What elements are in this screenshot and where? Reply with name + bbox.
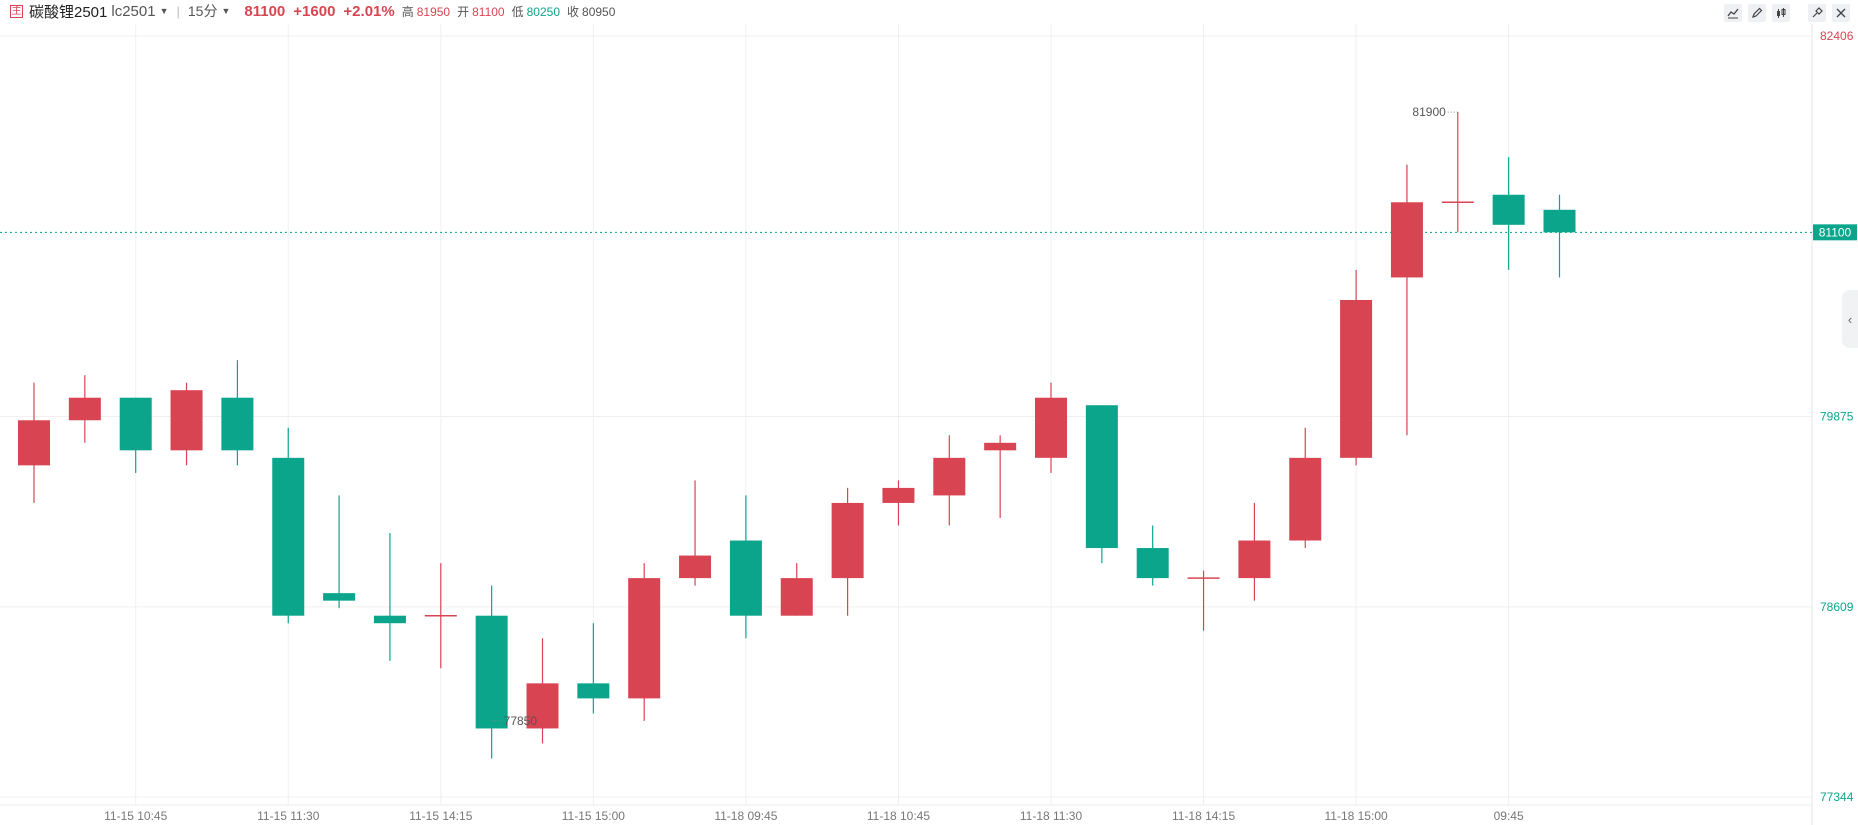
extreme-price-label: 77850 [504,714,538,728]
candle-body[interactable] [373,615,406,624]
candle-body[interactable] [272,457,305,616]
candle-body[interactable] [628,578,661,699]
low-field: 低 80250 [512,3,560,20]
collapse-panel-chevron-icon[interactable]: ‹ [1842,290,1858,348]
symbol-name[interactable]: 碳酸锂2501 [29,3,108,21]
time-axis-label: 11-18 10:45 [867,809,930,823]
close-value: 80950 [582,4,616,19]
candle-body[interactable] [1085,405,1118,549]
last-price-badge-label: 81100 [1819,225,1852,239]
main-chart-icon: 主 [10,4,23,18]
open-field: 开 81100 [457,3,505,20]
candle-body[interactable] [221,397,254,451]
close-icon[interactable] [1832,4,1850,22]
price-axis-label: 77344 [1820,790,1854,804]
low-label: 低 [511,4,524,19]
candle-body[interactable] [882,487,915,503]
header-divider: | [176,3,180,19]
candle-body[interactable] [577,683,610,699]
time-axis-label: 11-18 11:30 [1020,809,1083,823]
chart-toolbar [1724,4,1850,22]
open-value: 81100 [472,4,505,19]
pin-icon[interactable] [1808,4,1826,22]
candle-body[interactable] [170,390,203,451]
period-dropdown-icon[interactable]: ▼ [221,6,231,16]
candle-body[interactable] [68,397,101,421]
time-axis-label: 09:45 [1494,809,1524,823]
candle-body[interactable] [984,442,1017,451]
price-axis-label: 78609 [1820,600,1854,614]
last-price: 81100 [244,2,286,20]
time-axis-label: 11-15 11:30 [257,809,320,823]
candle-body[interactable] [1289,457,1322,541]
time-axis-label: 11-15 14:15 [409,809,472,823]
candle-body[interactable] [526,683,559,729]
open-label: 开 [457,4,470,19]
high-field: 高 81950 [402,3,450,20]
candle-body[interactable] [1136,548,1169,579]
close-field: 收 80950 [567,3,615,20]
time-axis-label: 11-15 10:45 [104,809,167,823]
price-axis-label: 82406 [1820,29,1854,43]
candle-body[interactable] [1035,397,1067,458]
price-change-percent: +2.01% [343,2,395,20]
candle-body[interactable] [323,593,356,601]
price-axis-label: 79875 [1820,410,1854,424]
candle-body[interactable] [831,502,864,579]
extreme-price-label: 81900 [1412,105,1446,119]
candle-body[interactable] [933,457,966,496]
candle-body[interactable] [1390,202,1423,278]
chart-header: 主 碳酸锂2501 lc2501 ▼ | 15分 ▼ 81100 +1600 +… [0,0,1858,22]
candles-icon[interactable] [1772,4,1790,22]
candle-body[interactable] [119,397,152,451]
last-price-badge [1813,224,1857,241]
candle-body[interactable] [1238,540,1271,579]
line-chart-icon[interactable] [1724,4,1742,22]
symbol-code[interactable]: lc2501 [111,2,156,20]
candle-body[interactable] [1543,209,1576,233]
candle-body[interactable] [1340,299,1373,458]
time-axis-label: 11-18 14:15 [1172,809,1235,823]
high-value: 81950 [416,4,451,19]
pen-icon[interactable] [1748,4,1766,22]
candle-body[interactable] [1492,194,1525,225]
time-axis-label: 11-18 09:45 [714,809,777,823]
price-change: +1600 [293,2,336,20]
time-axis-label: 11-15 15:00 [562,809,625,823]
high-label: 高 [401,4,414,19]
candle-body[interactable] [475,615,508,729]
low-value: 80250 [526,4,560,19]
candle-body[interactable] [18,420,50,466]
time-axis-label: 11-18 15:00 [1325,809,1388,823]
symbol-dropdown-icon[interactable]: ▼ [159,6,169,16]
candle-body[interactable] [679,555,712,579]
close-label: 收 [567,4,580,19]
candle-body[interactable] [780,578,813,616]
candle-body[interactable] [729,540,762,616]
period-selector[interactable]: 15分 [187,3,218,19]
